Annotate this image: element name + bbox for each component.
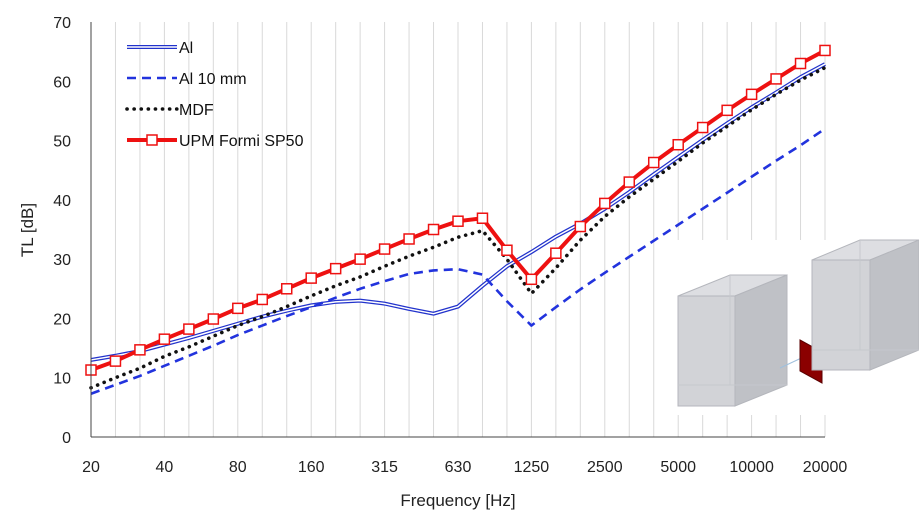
series-point-upm-formi-sp50 [599, 197, 611, 210]
series-point-upm-formi-sp50 [452, 215, 464, 227]
legend-label-mdf: MDF [179, 102, 214, 119]
series-group [85, 44, 831, 395]
series-point-upm-formi-sp50 [794, 57, 807, 70]
room-setup-illustration [666, 239, 919, 415]
y-tick-label: 60 [53, 74, 71, 91]
series-point-upm-formi-sp50 [623, 176, 636, 188]
source-room-box [677, 274, 788, 407]
x-tick-label: 315 [371, 459, 398, 476]
y-tick-label: 40 [53, 193, 71, 210]
x-tick-label: 160 [298, 459, 325, 476]
legend-label-al-10-mm: Al 10 mm [179, 71, 247, 88]
series-line-mdf [89, 65, 827, 390]
x-tick-label: 20000 [803, 459, 848, 476]
x-tick-label: 80 [229, 459, 247, 476]
series-line-al-10-mm [90, 127, 826, 395]
series-point-upm-formi-sp50 [647, 156, 660, 169]
y-tick-label: 30 [53, 252, 71, 269]
series-point-upm-formi-sp50 [525, 273, 538, 286]
series-point-upm-formi-sp50 [158, 333, 171, 345]
series-point-upm-formi-sp50 [819, 44, 831, 57]
y-tick-label: 20 [53, 311, 71, 328]
series-point-upm-formi-sp50 [329, 262, 342, 275]
receiving-room-box [811, 239, 919, 371]
series-point-upm-formi-sp50 [427, 223, 440, 236]
series-point-upm-formi-sp50 [550, 247, 562, 259]
series-point-upm-formi-sp50 [721, 104, 733, 117]
series-point-upm-formi-sp50 [378, 243, 391, 255]
x-tick-label: 40 [156, 459, 174, 476]
y-axis-title: TL [dB] [18, 203, 37, 257]
series-point-upm-formi-sp50 [280, 283, 293, 295]
x-axis-title: Frequency [Hz] [400, 491, 515, 510]
x-tick-label: 2500 [587, 459, 623, 476]
legend-marker-upm-formi-sp50 [146, 134, 158, 146]
series-point-upm-formi-sp50 [134, 344, 146, 356]
series-point-upm-formi-sp50 [354, 253, 366, 265]
series-point-upm-formi-sp50 [232, 302, 244, 315]
series-point-upm-formi-sp50 [672, 138, 684, 151]
series-point-upm-formi-sp50 [745, 88, 758, 101]
y-tick-label: 50 [53, 134, 71, 151]
series-point-upm-formi-sp50 [501, 244, 513, 256]
series-point-upm-formi-sp50 [305, 272, 317, 284]
x-tick-label: 630 [445, 459, 472, 476]
x-tick-label: 1250 [514, 459, 550, 476]
series-line-al [90, 63, 826, 361]
series-point-upm-formi-sp50 [207, 313, 220, 325]
legend-label-upm-formi-sp50: UPM Formi SP50 [179, 133, 304, 150]
series-point-upm-formi-sp50 [696, 121, 709, 134]
series-point-upm-formi-sp50 [574, 220, 587, 233]
series-point-upm-formi-sp50 [403, 233, 415, 245]
legend-label-al: Al [179, 40, 193, 57]
legend: Al Al 10 mm MDF UPM Formi SP50 [125, 40, 304, 150]
series-point-upm-formi-sp50 [256, 293, 269, 306]
y-tick-label: 10 [53, 371, 71, 388]
series-point-upm-formi-sp50 [109, 355, 122, 367]
series-point-upm-formi-sp50 [476, 212, 489, 224]
x-tick-label: 20 [82, 459, 100, 476]
x-tick-label: 5000 [660, 459, 696, 476]
series-point-upm-formi-sp50 [183, 323, 195, 335]
y-tick-label: 70 [53, 15, 71, 32]
series-point-upm-formi-sp50 [770, 73, 782, 85]
axes-group: 0 10 20 30 40 50 60 70 20 40 80 160 315 630 1250 2500 50… [53, 15, 847, 476]
x-tick-label: 10000 [729, 459, 774, 476]
y-tick-label: 0 [62, 430, 71, 447]
